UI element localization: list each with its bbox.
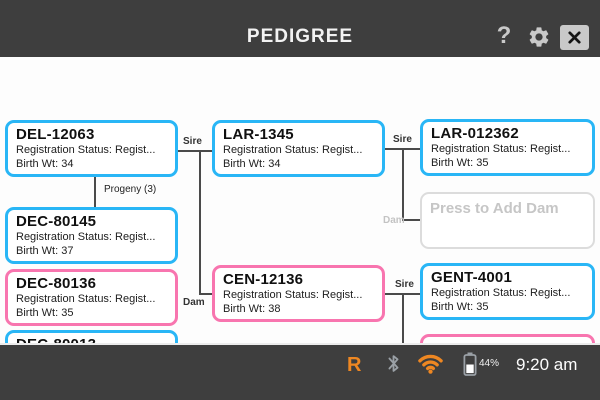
bluetooth-icon [386,352,401,380]
animal-id: LAR-1345 [223,126,294,143]
birth-weight: Birth Wt: 37 [16,244,74,257]
clock: 9:20 am [516,355,578,374]
sire-dam-connector [402,219,420,221]
root-sire-connector [178,150,212,152]
birth-weight: Birth Wt: 35 [431,156,489,169]
dam-parents-connector [402,293,404,366]
close-icon [568,31,581,44]
animal-card-sire[interactable]: LAR-1345 Registration Status: Regist... … [212,120,385,177]
dam-label-disabled: Dam [383,215,405,226]
question-mark-icon: ? [496,22,512,49]
birth-weight: Birth Wt: 35 [16,306,74,319]
add-dam-placeholder-card[interactable]: Press to Add Dam [420,192,595,249]
progeny-label: Progeny (3) [104,184,157,195]
brand-r-logo: R [347,354,362,376]
registration-status: Registration Status: Regist... [431,287,571,299]
add-dam-label: Press to Add Dam [430,200,559,217]
battery-icon [463,352,477,381]
help-button[interactable]: ? [492,22,516,50]
dam-label: Dam [183,297,205,308]
animal-id: DEC-80145 [16,213,97,230]
registration-status: Registration Status: Regist... [16,144,156,156]
animal-card-dam[interactable]: CEN-12136 Registration Status: Regist...… [212,265,385,322]
animal-card-progeny[interactable]: DEC-80145 Registration Status: Regist...… [5,207,178,264]
registration-status: Registration Status: Regist... [16,231,156,243]
sire-label: Sire [395,279,414,290]
header-bar: PEDIGREE ? [0,0,600,57]
wifi-icon [417,353,444,379]
root-dam-connector [199,293,212,295]
battery-percentage: 44% [479,358,500,369]
registration-status: Registration Status: Regist... [223,289,363,301]
animal-id: LAR-012362 [431,125,519,142]
animal-card-root[interactable]: DEL-12063 Registration Status: Regist...… [5,120,178,177]
animal-id: DEC-80136 [16,275,97,292]
settings-button[interactable] [527,25,551,49]
birth-weight: Birth Wt: 34 [223,157,281,170]
gear-icon [529,27,549,47]
sire-label: Sire [183,136,202,147]
page-title: PEDIGREE [246,26,354,47]
sire-parents-connector [402,148,404,221]
animal-card-sire-sire[interactable]: LAR-012362 Registration Status: Regist..… [420,119,595,176]
birth-weight: Birth Wt: 38 [223,302,281,315]
animal-card-dam-sire[interactable]: GENT-4001 Registration Status: Regist...… [420,263,595,320]
animal-id: GENT-4001 [431,269,513,286]
close-button[interactable] [560,25,589,50]
registration-status: Registration Status: Regist... [431,143,571,155]
registration-status: Registration Status: Regist... [223,144,363,156]
animal-id: CEN-12136 [223,271,304,288]
animal-card-progeny[interactable]: DEC-80136 Registration Status: Regist...… [5,269,178,326]
sire-label: Sire [393,134,412,145]
progeny-connector-line [94,177,96,207]
registration-status: Registration Status: Regist... [16,293,156,305]
birth-weight: Birth Wt: 34 [16,157,74,170]
root-parents-connector [199,150,201,295]
animal-id: DEL-12063 [16,126,95,143]
pedigree-tree: Sire Dam Progeny (3) Sire Dam Sire Dam D… [0,57,600,391]
birth-weight: Birth Wt: 35 [431,300,489,313]
status-bar: R 44% 9:20 am [0,343,600,400]
